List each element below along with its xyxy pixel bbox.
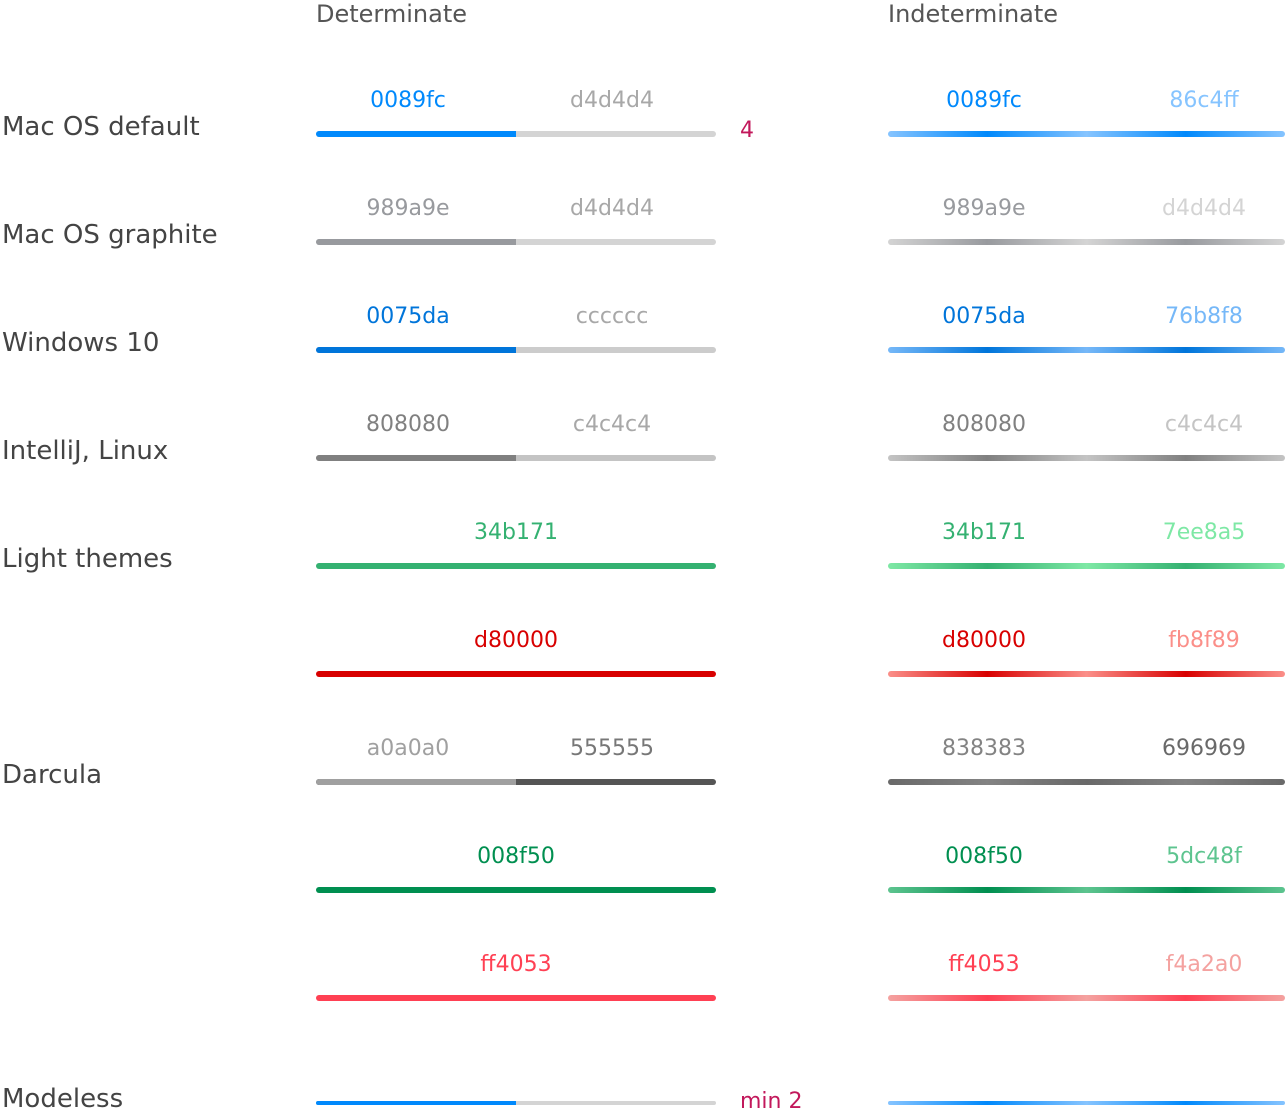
indeterminate-color-a-hex: 989a9e [942, 196, 1026, 221]
determinate-fill-hex: 0089fc [370, 88, 446, 113]
indeterminate-color-b-hex: d4d4d4 [1162, 196, 1246, 221]
indeterminate-color-b-hex: 86c4ff [1169, 88, 1239, 113]
determinate-track-hex: 555555 [570, 736, 654, 761]
indeterminate-header: Indeterminate [888, 0, 1059, 28]
indeterminate-bar [888, 347, 1285, 353]
row-label-darcula: Darcula [2, 760, 103, 790]
determinate-fill-hex: 34b171 [474, 520, 558, 545]
indeterminate-color-a-hex: 34b171 [942, 520, 1026, 545]
indeterminate-color-b-hex: 696969 [1162, 736, 1246, 761]
determinate-bar [316, 995, 716, 1001]
indeterminate-color-a-hex: 808080 [942, 412, 1026, 437]
determinate-fill [316, 563, 716, 569]
determinate-bar [316, 563, 716, 569]
row-label-mac-graphite: Mac OS graphite [2, 220, 218, 250]
determinate-header: Determinate [316, 0, 468, 28]
determinate-bar [316, 455, 716, 461]
row-label-intellij-linux: IntelliJ, Linux [2, 436, 169, 466]
indeterminate-bar [888, 671, 1285, 677]
indeterminate-color-b-hex: 5dc48f [1166, 844, 1242, 869]
determinate-track-hex: d4d4d4 [570, 88, 654, 113]
modeless-determinate-track [316, 1101, 716, 1105]
modeless-indeterminate-bar [888, 1101, 1285, 1105]
determinate-fill-hex: ff4053 [480, 952, 552, 977]
indeterminate-color-a-hex: d80000 [942, 628, 1026, 653]
row-label-light-themes: Light themes [2, 544, 173, 574]
determinate-track-hex: cccccc [575, 304, 649, 329]
determinate-fill [316, 779, 516, 785]
determinate-track [316, 239, 716, 245]
indeterminate-color-b-hex: 7ee8a5 [1162, 520, 1246, 545]
indeterminate-bar [888, 131, 1285, 137]
indeterminate-bar [888, 455, 1285, 461]
determinate-fill [316, 887, 716, 893]
determinate-fill [316, 131, 516, 137]
determinate-fill-hex: d80000 [474, 628, 558, 653]
indeterminate-bar [888, 239, 1285, 245]
indeterminate-color-b-hex: f4a2a0 [1165, 952, 1243, 977]
indeterminate-color-a-hex: 0075da [942, 304, 1026, 329]
determinate-bar [316, 347, 716, 353]
determinate-bar [316, 887, 716, 893]
indeterminate-color-a-hex: ff4053 [948, 952, 1020, 977]
determinate-track-hex: d4d4d4 [570, 196, 654, 221]
indeterminate-bar [888, 887, 1285, 893]
determinate-track [316, 131, 716, 137]
determinate-fill-hex: 989a9e [366, 196, 450, 221]
determinate-fill [316, 239, 516, 245]
row-label-modeless: Modeless [2, 1084, 124, 1114]
row-label-mac-default: Mac OS default [2, 112, 200, 142]
indeterminate-bar [888, 779, 1285, 785]
modeless-note: min 2 [740, 1089, 803, 1114]
indeterminate-bar [888, 563, 1285, 569]
determinate-fill-hex: 0075da [366, 304, 450, 329]
determinate-fill [316, 347, 516, 353]
modeless-determinate-bar [316, 1101, 716, 1105]
indeterminate-color-a-hex: 008f50 [945, 844, 1023, 869]
indeterminate-color-a-hex: 0089fc [946, 88, 1022, 113]
indeterminate-color-b-hex: 76b8f8 [1165, 304, 1243, 329]
determinate-fill [316, 671, 716, 677]
determinate-bar [316, 239, 716, 245]
determinate-fill [316, 455, 516, 461]
determinate-track [316, 779, 716, 785]
determinate-fill-hex: a0a0a0 [366, 736, 450, 761]
determinate-track [316, 347, 716, 353]
row-label-windows10: Windows 10 [2, 328, 160, 358]
indeterminate-color-b-hex: fb8f89 [1168, 628, 1240, 653]
determinate-fill [316, 995, 716, 1001]
determinate-track-hex: c4c4c4 [572, 412, 652, 437]
indeterminate-color-b-hex: c4c4c4 [1164, 412, 1244, 437]
indeterminate-bar [888, 995, 1285, 1001]
determinate-track [316, 455, 716, 461]
height-note: 4 [740, 118, 754, 143]
determinate-bar [316, 671, 716, 677]
modeless-determinate-fill [316, 1101, 516, 1105]
determinate-fill-hex: 808080 [366, 412, 450, 437]
determinate-bar [316, 779, 716, 785]
determinate-bar [316, 131, 716, 137]
indeterminate-color-a-hex: 838383 [942, 736, 1026, 761]
determinate-fill-hex: 008f50 [477, 844, 555, 869]
